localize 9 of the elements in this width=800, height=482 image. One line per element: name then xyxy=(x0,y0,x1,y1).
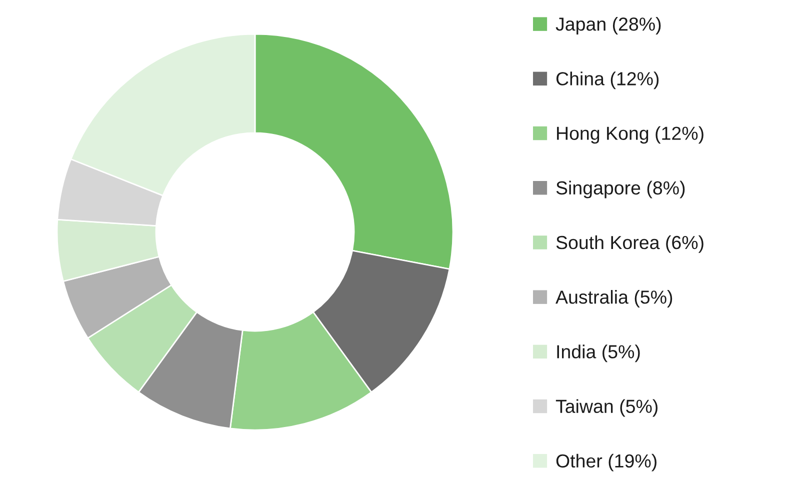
legend-label: Hong Kong (12%) xyxy=(557,126,704,144)
legend-label: Other (19%) xyxy=(556,454,656,472)
legend-label: India (5%) xyxy=(557,344,640,362)
legend-label: China (12%) xyxy=(556,72,659,90)
legend-label: Singapore (8%) xyxy=(556,180,685,198)
legend-label: Australia (5%) xyxy=(556,290,672,308)
legend-label: South Korea (6%) xyxy=(556,235,704,253)
legend-label: Japan (28%) xyxy=(556,17,661,34)
legend-label: Taiwan (5%) xyxy=(556,399,658,417)
